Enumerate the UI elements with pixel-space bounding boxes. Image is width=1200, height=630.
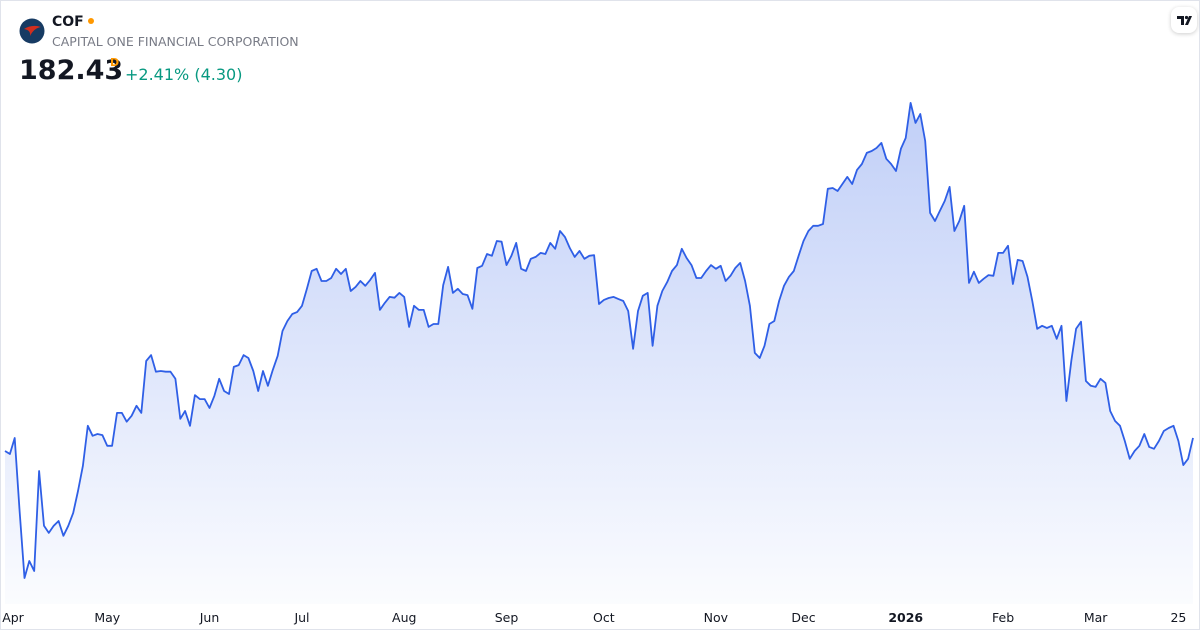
price-line bbox=[4, 102, 1194, 579]
x-tick-label: Dec bbox=[791, 610, 815, 625]
interval: D bbox=[110, 56, 120, 69]
logo-icon bbox=[1177, 15, 1192, 25]
x-tick-label: Mar bbox=[1084, 610, 1108, 625]
x-tick-label: Nov bbox=[704, 610, 729, 625]
x-tick-label: Jul bbox=[293, 610, 309, 625]
x-tick-label: 25 bbox=[1170, 610, 1186, 625]
x-tick-label: May bbox=[94, 610, 120, 625]
x-tick-label: Aug bbox=[392, 610, 416, 625]
x-tick-label: Feb bbox=[992, 610, 1014, 625]
x-tick-label: Apr bbox=[2, 610, 24, 625]
price: 182.43 bbox=[19, 55, 124, 86]
x-tick-label: 2026 bbox=[888, 610, 923, 625]
tradingview-logo[interactable] bbox=[1171, 7, 1197, 33]
x-tick-label: Sep bbox=[495, 610, 519, 625]
area-fill bbox=[5, 102, 1193, 605]
symbol: COF bbox=[52, 14, 94, 30]
company-name: CAPITAL ONE FINANCIAL CORPORATION bbox=[52, 34, 299, 49]
x-tick-label: Oct bbox=[593, 610, 615, 625]
logo bbox=[19, 18, 45, 44]
x-tick-label: Jun bbox=[199, 610, 220, 625]
price-change: +2.41% (4.30) bbox=[125, 65, 243, 84]
